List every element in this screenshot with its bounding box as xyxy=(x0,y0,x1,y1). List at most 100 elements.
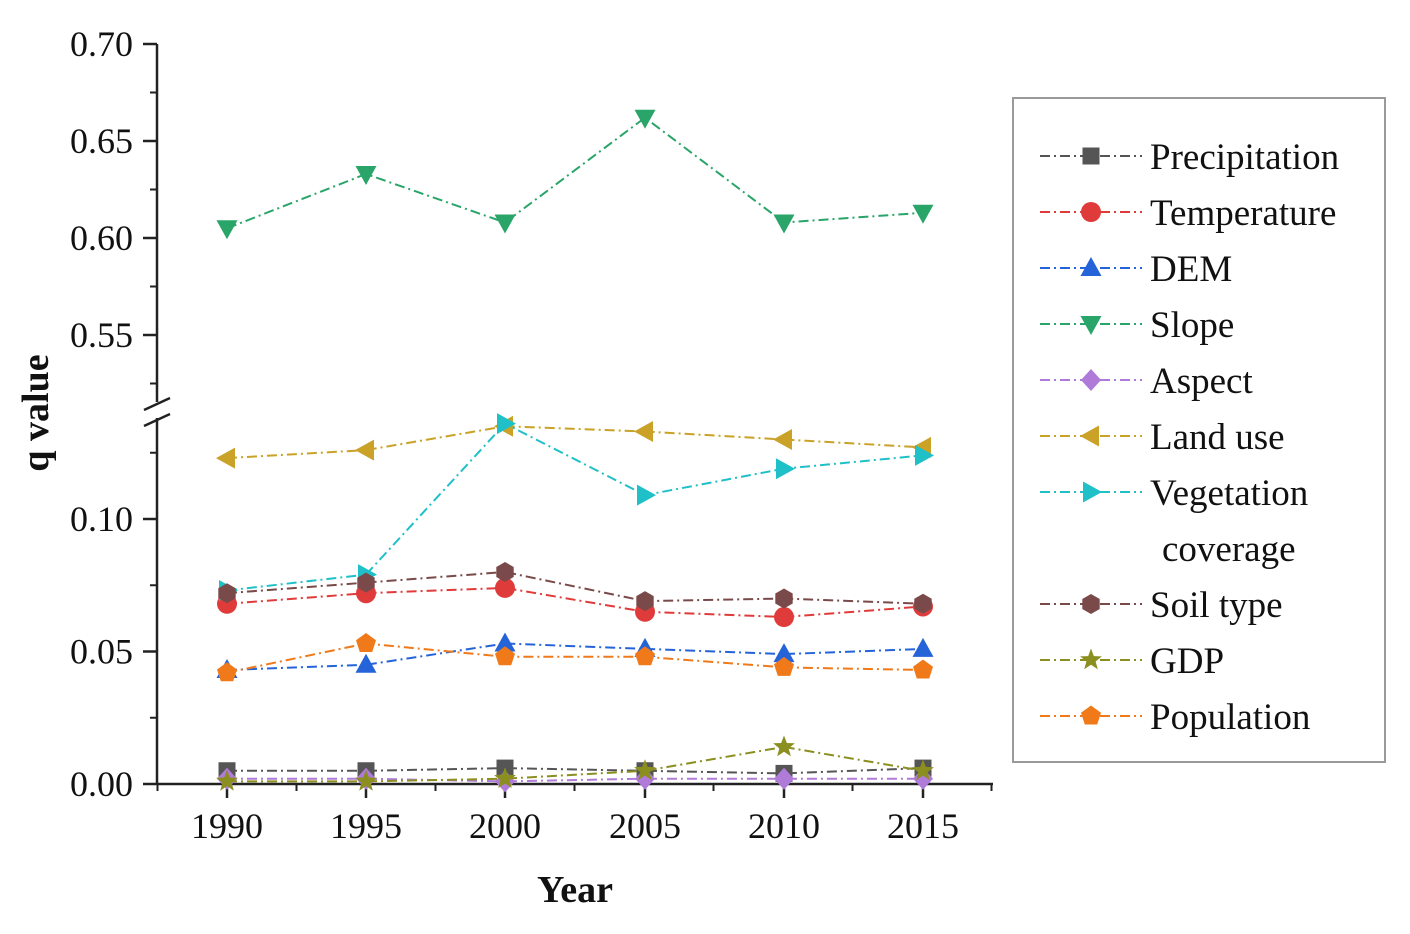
series-line xyxy=(227,777,923,783)
legend-item: Temperature xyxy=(1040,193,1336,234)
legend-item: DEM xyxy=(1040,249,1232,290)
data-point xyxy=(216,447,235,469)
data-point xyxy=(356,633,376,652)
legend: Precipitation Temperature DEM Slope Aspect La… xyxy=(1012,97,1386,763)
series-line xyxy=(226,425,924,460)
legend-label: Population xyxy=(1150,697,1310,738)
data-point xyxy=(494,632,516,652)
data-point xyxy=(773,429,792,450)
data-point xyxy=(773,214,795,234)
series-line xyxy=(226,422,924,592)
data-point xyxy=(217,662,237,682)
legend-marker xyxy=(1081,202,1101,222)
data-point xyxy=(776,458,795,480)
data-point xyxy=(496,562,514,582)
legend-item: Soil type xyxy=(1040,585,1283,626)
data-point xyxy=(494,767,516,788)
y-tick-label: 0.70 xyxy=(70,24,133,64)
axes: 0.55 0.60 0.65 0.70 0.00 0.05 0.10 1990 1995 2000… xyxy=(70,24,993,846)
data-point xyxy=(355,653,377,673)
series-slope xyxy=(216,109,934,240)
series-temperature xyxy=(217,577,933,628)
legend-label: Slope xyxy=(1150,305,1234,346)
legend-marker xyxy=(1080,316,1102,335)
y-axis-title: q value xyxy=(15,354,57,471)
legend-box xyxy=(1012,97,1386,763)
y-tick-label: 0.05 xyxy=(70,632,133,672)
data-point xyxy=(913,767,933,790)
data-point xyxy=(773,735,795,757)
legend-marker xyxy=(1081,369,1101,391)
data-point xyxy=(774,656,794,676)
y-tick-label: 0.55 xyxy=(70,315,133,355)
series-line xyxy=(226,570,924,605)
series-population xyxy=(217,633,933,682)
legend-marker xyxy=(1082,594,1100,614)
data-point xyxy=(495,577,515,598)
series-dem xyxy=(216,632,934,678)
x-tick-label: 2005 xyxy=(609,806,681,846)
series-precipitation xyxy=(218,759,932,782)
data-point xyxy=(774,767,794,790)
legend-label: Land use xyxy=(1150,417,1285,458)
legend-item: Land use xyxy=(1040,417,1285,458)
series-gdp xyxy=(216,735,934,791)
legend-marker xyxy=(1083,481,1102,503)
legend-marker xyxy=(1080,425,1099,447)
legend-label: Soil type xyxy=(1150,585,1283,626)
data-point xyxy=(355,769,377,791)
y-tick-label: 0.65 xyxy=(70,121,133,161)
data-point xyxy=(634,421,653,442)
series-line xyxy=(226,586,924,619)
x-tick-label: 2015 xyxy=(887,806,959,846)
data-point xyxy=(355,166,377,185)
legend-item: Vegetation coverage xyxy=(1040,473,1308,570)
axis-break-mark xyxy=(143,412,171,428)
legend-label: Temperature xyxy=(1150,193,1336,234)
data-point xyxy=(216,769,238,791)
legend-marker xyxy=(1081,705,1101,725)
series-line xyxy=(226,116,924,230)
data-point xyxy=(913,659,933,679)
series-line xyxy=(227,745,924,783)
data-point xyxy=(774,607,794,628)
legend-item: Aspect xyxy=(1040,361,1253,402)
legend-item: Slope xyxy=(1040,305,1234,346)
data-point xyxy=(355,439,374,461)
data-point xyxy=(912,204,934,224)
x-tick-label: 1995 xyxy=(330,806,402,846)
series-line xyxy=(226,642,924,671)
data-point xyxy=(775,588,793,609)
legend-label: GDP xyxy=(1150,641,1224,682)
data-point xyxy=(218,583,236,604)
legend-label-line2: coverage xyxy=(1162,529,1296,570)
data-point xyxy=(914,593,932,614)
series-line xyxy=(227,767,924,775)
legend-label: DEM xyxy=(1150,249,1232,290)
data-point xyxy=(495,646,515,666)
axis-break-mark xyxy=(143,396,171,412)
x-axis-title: Year xyxy=(537,869,613,911)
data-point xyxy=(636,591,654,612)
x-tick-label: 2000 xyxy=(469,806,541,846)
data-point xyxy=(915,444,934,466)
y-tick-label: 0.10 xyxy=(70,499,133,539)
data-point xyxy=(635,767,655,790)
data-point xyxy=(216,220,238,240)
legend-label: Vegetation xyxy=(1150,473,1308,514)
legend-label: Aspect xyxy=(1150,361,1253,402)
series-layer xyxy=(216,109,934,793)
data-point xyxy=(912,759,934,781)
data-point xyxy=(494,214,516,234)
y-tick-label: 0.60 xyxy=(70,218,133,258)
series-soil-type xyxy=(218,562,932,614)
data-point xyxy=(497,413,516,435)
data-point xyxy=(912,637,934,657)
legend-marker xyxy=(1080,648,1102,670)
legend-item: Precipitation xyxy=(1040,137,1339,178)
data-point xyxy=(634,109,656,129)
legend-item: Population xyxy=(1040,697,1310,738)
legend-item: GDP xyxy=(1040,641,1224,682)
data-point xyxy=(773,643,795,663)
